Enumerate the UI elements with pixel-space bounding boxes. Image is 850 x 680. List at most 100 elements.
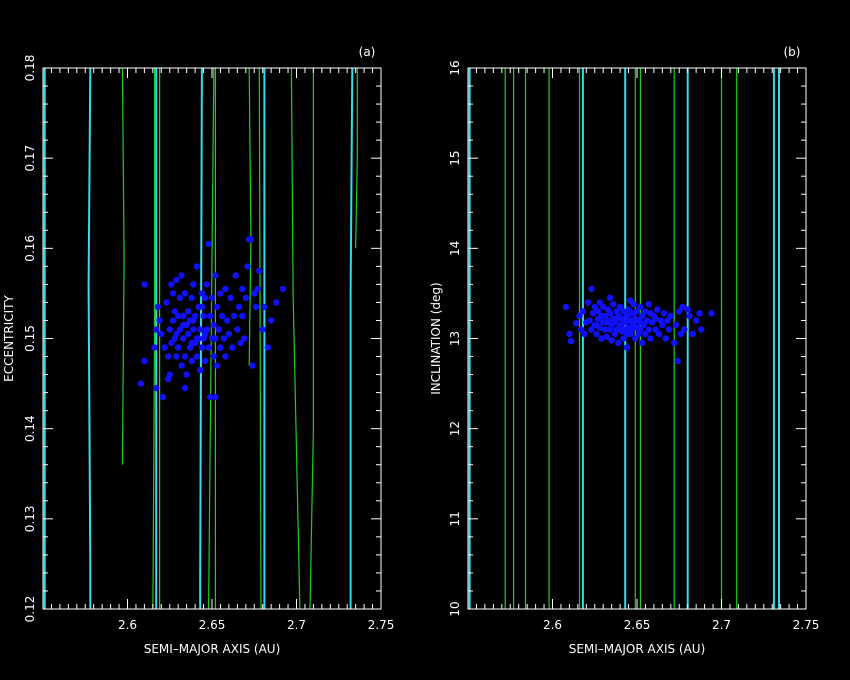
data-point bbox=[630, 310, 637, 317]
resonance-line-cyan bbox=[87, 68, 92, 609]
data-point bbox=[676, 308, 683, 315]
data-point bbox=[212, 272, 219, 279]
data-point bbox=[620, 335, 627, 342]
data-point bbox=[662, 335, 669, 342]
data-point bbox=[235, 303, 243, 311]
resonance-line-green bbox=[258, 68, 262, 609]
data-point bbox=[601, 326, 609, 333]
data-point bbox=[562, 303, 570, 311]
x-axis-title: SEMI–MAJOR AXIS (AU) bbox=[569, 642, 706, 656]
data-point bbox=[638, 339, 646, 347]
data-point bbox=[588, 285, 595, 293]
data-point bbox=[647, 335, 654, 342]
x-tick-label: 2.65 bbox=[624, 618, 651, 632]
data-point bbox=[168, 281, 175, 288]
tick-marks bbox=[467, 67, 807, 610]
data-point bbox=[622, 319, 629, 326]
data-point bbox=[180, 312, 187, 320]
data-point bbox=[234, 326, 241, 333]
y-axis-title: ECCENTRICITY bbox=[2, 294, 16, 381]
data-point bbox=[586, 317, 593, 324]
y-tick-label: 0.14 bbox=[23, 415, 37, 442]
panel-label: (a) bbox=[359, 45, 376, 59]
data-point bbox=[230, 312, 238, 320]
data-point bbox=[188, 339, 195, 347]
data-point bbox=[213, 362, 221, 369]
data-point bbox=[153, 326, 160, 333]
data-point bbox=[239, 285, 246, 293]
data-point bbox=[181, 353, 189, 360]
data-point bbox=[205, 344, 212, 351]
data-point bbox=[620, 308, 627, 315]
data-point bbox=[696, 310, 703, 317]
data-point bbox=[168, 339, 175, 347]
data-point bbox=[652, 315, 659, 322]
data-point bbox=[169, 317, 177, 324]
x-tick-label: 2.7 bbox=[712, 618, 731, 632]
data-point bbox=[627, 317, 634, 324]
scatter-points bbox=[562, 285, 715, 365]
data-point bbox=[579, 308, 587, 315]
x-tick-label: 2.7 bbox=[287, 618, 306, 632]
y-tick-label: 12 bbox=[448, 421, 462, 436]
data-point bbox=[642, 308, 649, 315]
y-tick-label: 0.12 bbox=[23, 596, 37, 623]
resonance-line-green bbox=[121, 68, 125, 465]
data-point bbox=[606, 294, 614, 302]
y-axis-title: INCLINATION (deg) bbox=[429, 282, 443, 394]
data-point bbox=[193, 353, 200, 360]
data-point bbox=[218, 312, 226, 320]
data-point bbox=[208, 294, 216, 302]
data-point bbox=[166, 326, 173, 333]
data-point bbox=[251, 290, 258, 297]
data-point bbox=[268, 317, 275, 324]
data-point bbox=[164, 375, 172, 383]
data-point bbox=[567, 338, 575, 345]
x-tick-label: 2.75 bbox=[793, 618, 820, 632]
data-point bbox=[693, 317, 700, 324]
data-point bbox=[185, 308, 192, 315]
data-point bbox=[198, 344, 206, 351]
data-point bbox=[642, 330, 649, 338]
data-point bbox=[652, 326, 659, 333]
data-point bbox=[606, 310, 614, 317]
data-point bbox=[591, 303, 598, 311]
data-point bbox=[244, 263, 251, 270]
data-point bbox=[173, 330, 180, 338]
data-point bbox=[217, 290, 224, 297]
data-point bbox=[601, 312, 609, 320]
panel-label: (b) bbox=[784, 45, 801, 59]
data-point bbox=[164, 353, 172, 360]
data-point bbox=[660, 310, 668, 317]
data-point bbox=[603, 333, 610, 340]
data-point bbox=[190, 317, 197, 324]
data-point bbox=[239, 312, 246, 320]
data-point bbox=[178, 272, 185, 279]
data-point bbox=[224, 317, 231, 324]
resonance-line-green bbox=[355, 68, 358, 249]
data-point bbox=[173, 353, 180, 360]
data-point bbox=[615, 339, 622, 347]
data-point bbox=[163, 299, 170, 306]
y-tick-label: 11 bbox=[448, 511, 462, 526]
y-tick-label: 0.18 bbox=[23, 55, 37, 82]
data-point bbox=[183, 371, 190, 378]
data-point bbox=[256, 267, 263, 275]
data-point bbox=[198, 303, 206, 311]
data-point bbox=[279, 285, 287, 293]
data-point bbox=[638, 312, 646, 320]
data-point bbox=[610, 301, 617, 308]
data-point bbox=[616, 303, 624, 311]
data-point bbox=[217, 344, 224, 351]
x-tick-label: 2.6 bbox=[543, 618, 562, 632]
data-point bbox=[598, 335, 605, 342]
data-point bbox=[264, 344, 271, 351]
data-point bbox=[222, 285, 229, 293]
panel-b-inclination: 2.6 2.65 2.7 2.75 10 11 12 13 14 15 16 SEMI–MAJOR A… bbox=[429, 45, 819, 656]
data-point bbox=[573, 320, 580, 327]
x-axis-title: SEMI–MAJOR AXIS (AU) bbox=[144, 642, 281, 656]
data-point bbox=[593, 321, 600, 329]
data-point bbox=[655, 330, 663, 338]
data-point bbox=[203, 281, 211, 288]
